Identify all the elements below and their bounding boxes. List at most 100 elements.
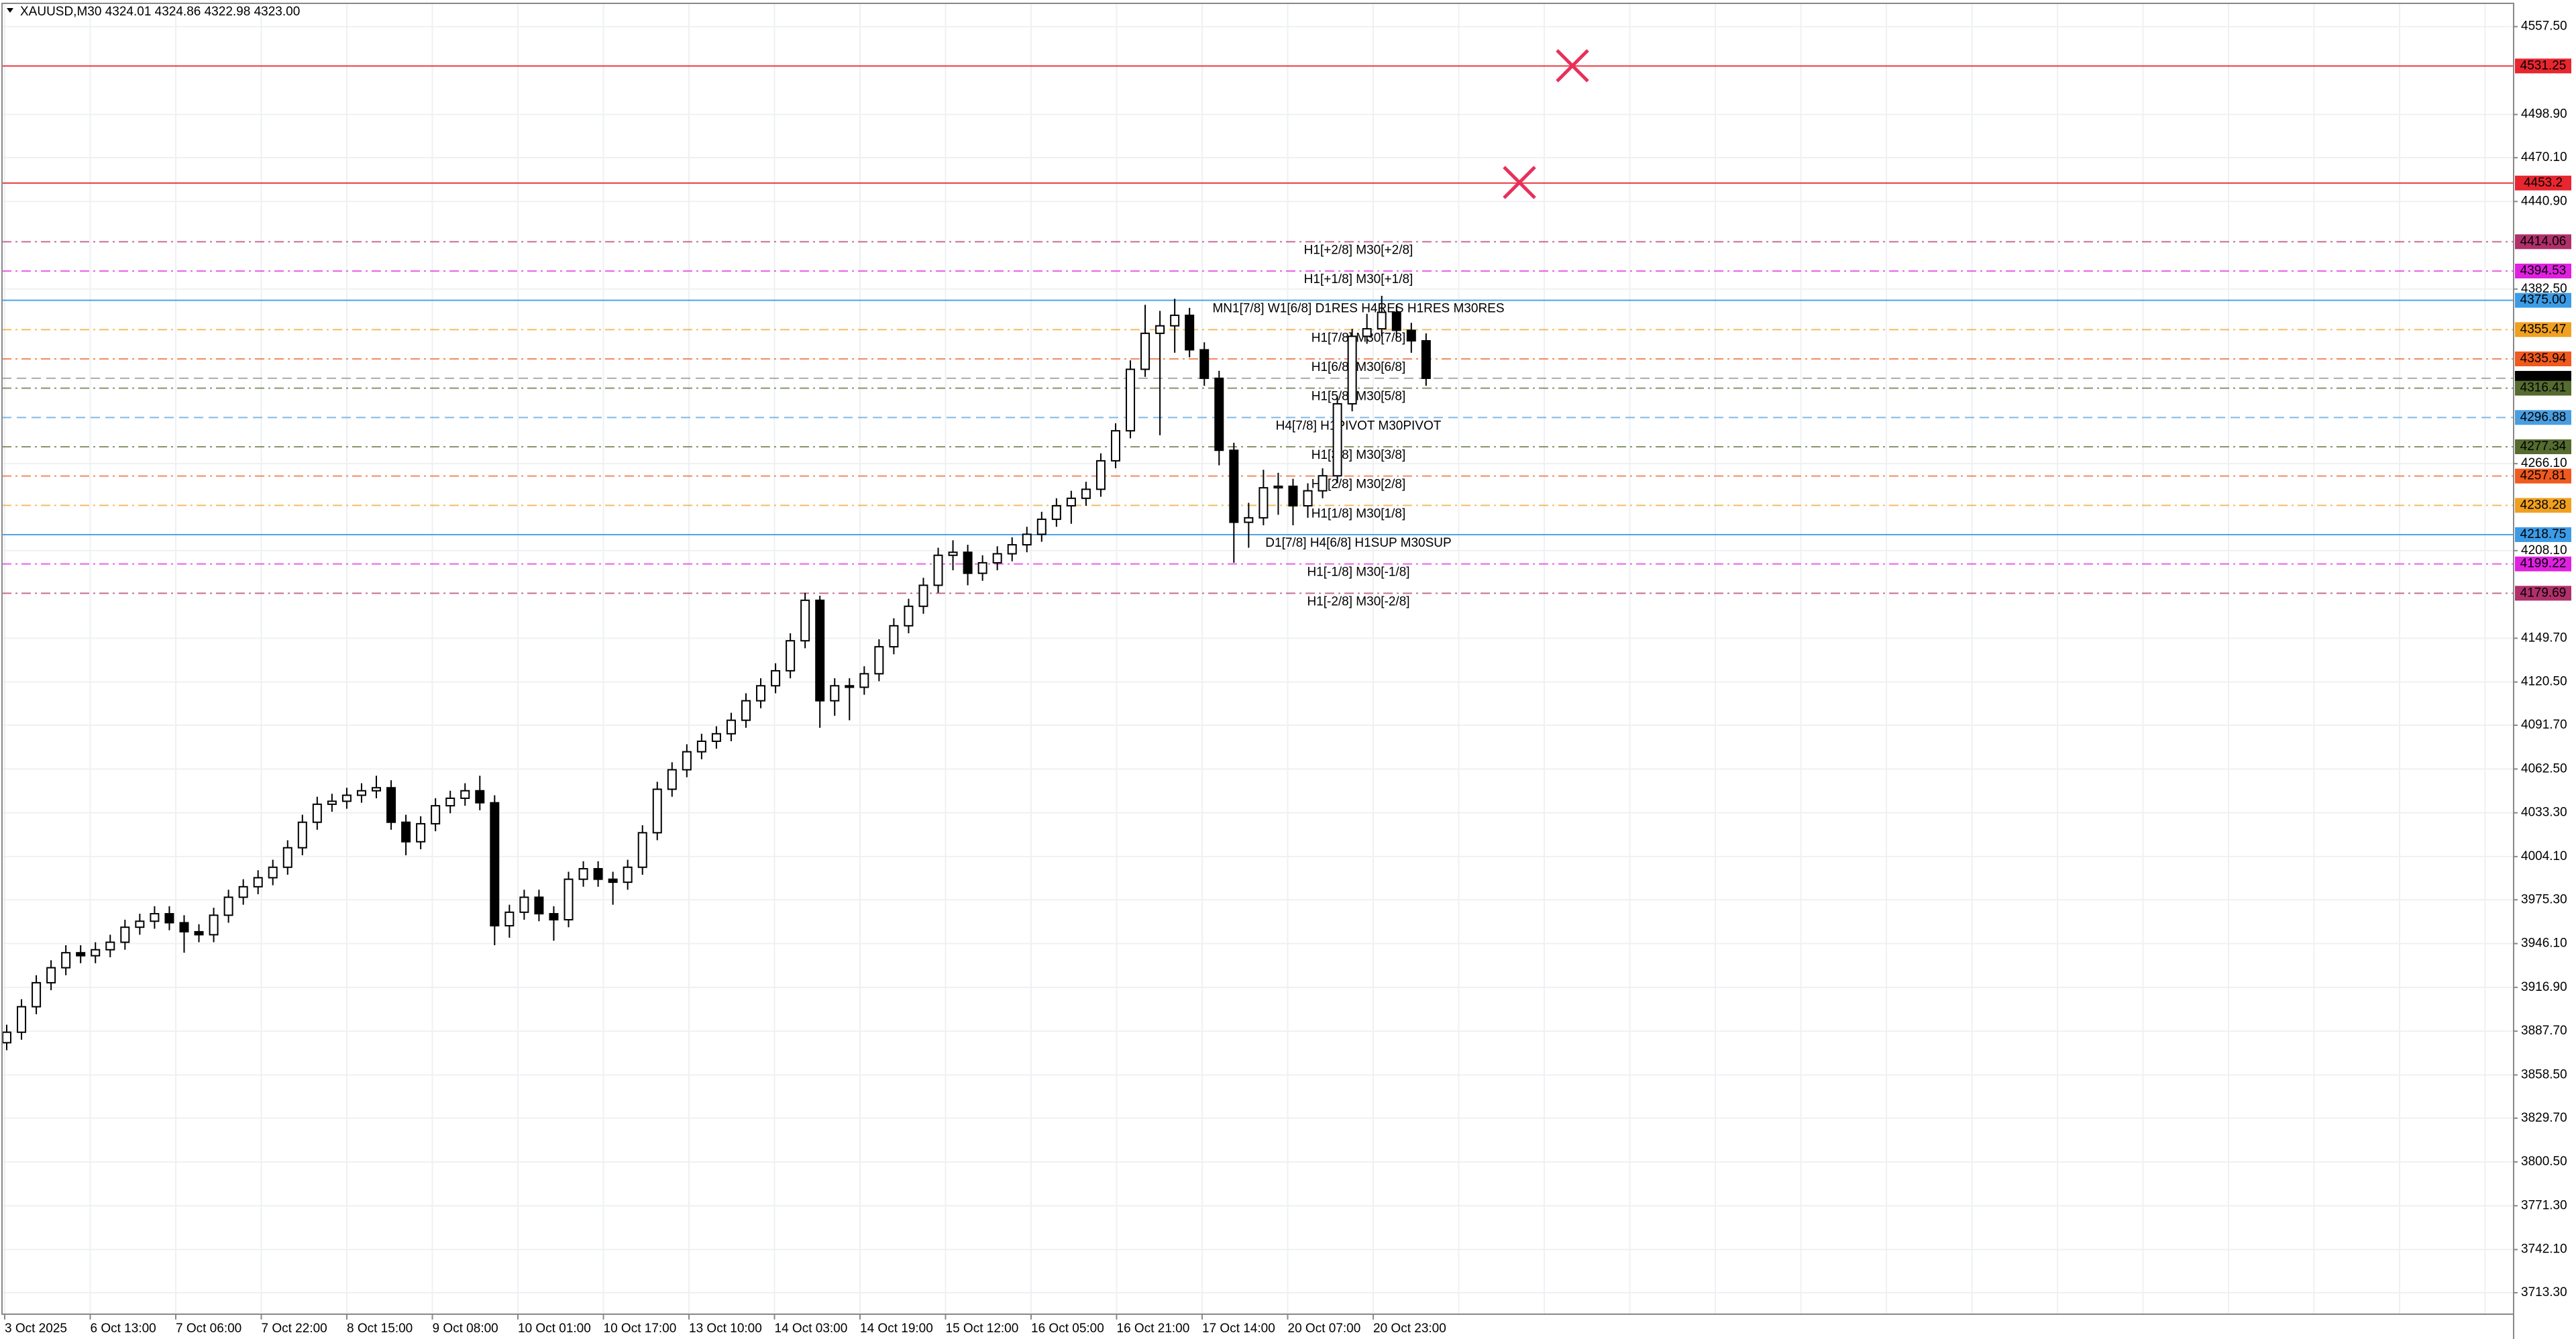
candle-body xyxy=(578,867,588,880)
y-tick-label: 4382.50 xyxy=(2521,282,2567,296)
price-label-box xyxy=(2515,468,2571,484)
price-label: 4335.94 xyxy=(2520,352,2567,366)
y-tick-label: 3771.30 xyxy=(2521,1198,2567,1212)
candle-body xyxy=(1347,335,1357,405)
candle-body xyxy=(490,802,500,926)
price-label: 4238.28 xyxy=(2520,498,2567,512)
candle-body xyxy=(652,788,662,834)
level-text: H4[7/8] H1PIVOT M30PIVOT xyxy=(1276,419,1442,433)
x-tick-label: 10 Oct 01:00 xyxy=(518,1322,591,1336)
level-text: H1[1/8] M30[1/8] xyxy=(1311,506,1405,521)
candle-body xyxy=(1288,485,1298,506)
candle-body xyxy=(209,914,219,936)
price-label-box xyxy=(2515,175,2571,191)
x-tick-label: 9 Oct 08:00 xyxy=(433,1322,498,1336)
price-label-box xyxy=(2515,586,2571,601)
levels: H1[+2/8] M30[+2/8] H1[+1/8] M30[+1/8] MN1[… xyxy=(2,65,2514,608)
candle-body xyxy=(1377,311,1387,330)
candle-body xyxy=(91,949,101,957)
candle-body xyxy=(519,896,529,913)
level-text: H1[7/8] M30[7/8] xyxy=(1311,331,1405,345)
candle-body xyxy=(593,867,603,880)
price-label: 4179.69 xyxy=(2520,586,2567,600)
candle-body xyxy=(1229,449,1239,523)
x-tick-label: 16 Oct 05:00 xyxy=(1031,1322,1104,1336)
candle-body xyxy=(1140,332,1150,370)
candle-body xyxy=(637,832,647,868)
candle-body xyxy=(504,911,515,926)
candle-body xyxy=(416,822,426,843)
candle-body xyxy=(830,685,840,702)
candles xyxy=(2,295,1431,1051)
candle-body xyxy=(475,790,485,804)
candle-body xyxy=(312,803,322,823)
candle-body xyxy=(711,733,721,742)
candle-body xyxy=(1362,328,1372,337)
candle-body xyxy=(623,866,633,883)
level-text: MN1[7/8] W1[6/8] D1RES H4RES H1RES M30RE… xyxy=(1212,302,1504,316)
candle-body xyxy=(46,967,56,983)
price-label: 4277.34 xyxy=(2520,439,2567,453)
candle-body xyxy=(1036,519,1046,535)
candle-body xyxy=(179,922,189,932)
y-tick-label: 3829.70 xyxy=(2521,1111,2567,1125)
price-label: 4355.47 xyxy=(2520,322,2567,336)
candle-body xyxy=(859,673,869,688)
candle-body xyxy=(756,685,766,702)
y-tick-label: 4062.50 xyxy=(2521,761,2567,775)
candle-body xyxy=(150,913,160,922)
candle-body xyxy=(1421,340,1431,379)
candle-body xyxy=(741,700,751,721)
price-label-box xyxy=(2515,58,2571,74)
x-tick-label: 20 Oct 23:00 xyxy=(1373,1322,1446,1336)
y-tick-label: 4033.30 xyxy=(2521,806,2567,820)
level-text: D1[7/8] H4[6/8] H1SUP M30SUP xyxy=(1265,536,1451,550)
x-tick-label: 14 Oct 03:00 xyxy=(775,1322,848,1336)
x-tick-label: 7 Oct 06:00 xyxy=(176,1322,241,1336)
candle-body xyxy=(341,794,352,802)
candle-body xyxy=(356,790,366,796)
level-text: H1[+1/8] M30[+1/8] xyxy=(1304,272,1413,286)
candle-body xyxy=(992,553,1002,564)
y-tick-label: 3916.90 xyxy=(2521,980,2567,994)
candle-body xyxy=(76,952,86,957)
candle-body xyxy=(549,913,559,921)
candle-body xyxy=(845,685,855,688)
price-label: 4257.81 xyxy=(2520,469,2567,483)
y-tick-label: 4149.70 xyxy=(2521,631,2567,645)
candle-body xyxy=(963,551,973,574)
price-label: 4218.75 xyxy=(2520,527,2567,541)
y-tick-label: 3946.10 xyxy=(2521,936,2567,951)
candle-body xyxy=(815,599,825,702)
candle-body xyxy=(105,941,115,951)
chart-title: XAUUSD,M30 4324.01 4324.86 4322.98 4323.… xyxy=(20,5,300,19)
cross-marker xyxy=(1503,166,1536,199)
x-tick-label: 6 Oct 13:00 xyxy=(91,1322,156,1336)
candle-body xyxy=(164,913,174,924)
level-text: H1[6/8] M30[6/8] xyxy=(1311,360,1405,374)
candle-body xyxy=(32,981,42,1008)
candle-body xyxy=(327,800,337,805)
y-tick-label: 4557.50 xyxy=(2521,19,2567,34)
candle-body xyxy=(948,551,958,556)
x-tick-label: 17 Oct 14:00 xyxy=(1202,1322,1275,1336)
candle-body xyxy=(460,790,470,799)
level-text: H1[-2/8] M30[-2/8] xyxy=(1307,594,1409,608)
candle-body xyxy=(1155,325,1165,334)
candle-body xyxy=(977,561,987,574)
y-tick-label: 3713.30 xyxy=(2521,1285,2567,1299)
level-text: H1[2/8] M30[2/8] xyxy=(1311,478,1405,492)
price-label-box xyxy=(2515,410,2571,425)
candle-body xyxy=(1051,504,1061,521)
candle-body xyxy=(1406,329,1416,342)
menu-arrow[interactable] xyxy=(7,8,13,13)
candle-body xyxy=(682,751,692,771)
candle-body xyxy=(268,866,278,879)
candle-body xyxy=(918,584,928,607)
candle-body xyxy=(386,787,396,823)
price-label: 4453.2 xyxy=(2524,176,2563,190)
price-label-box xyxy=(2515,380,2571,396)
y-tick-label: 4120.50 xyxy=(2521,675,2567,689)
candle-body xyxy=(372,787,381,792)
x-tick-label: 15 Oct 12:00 xyxy=(946,1322,1019,1336)
